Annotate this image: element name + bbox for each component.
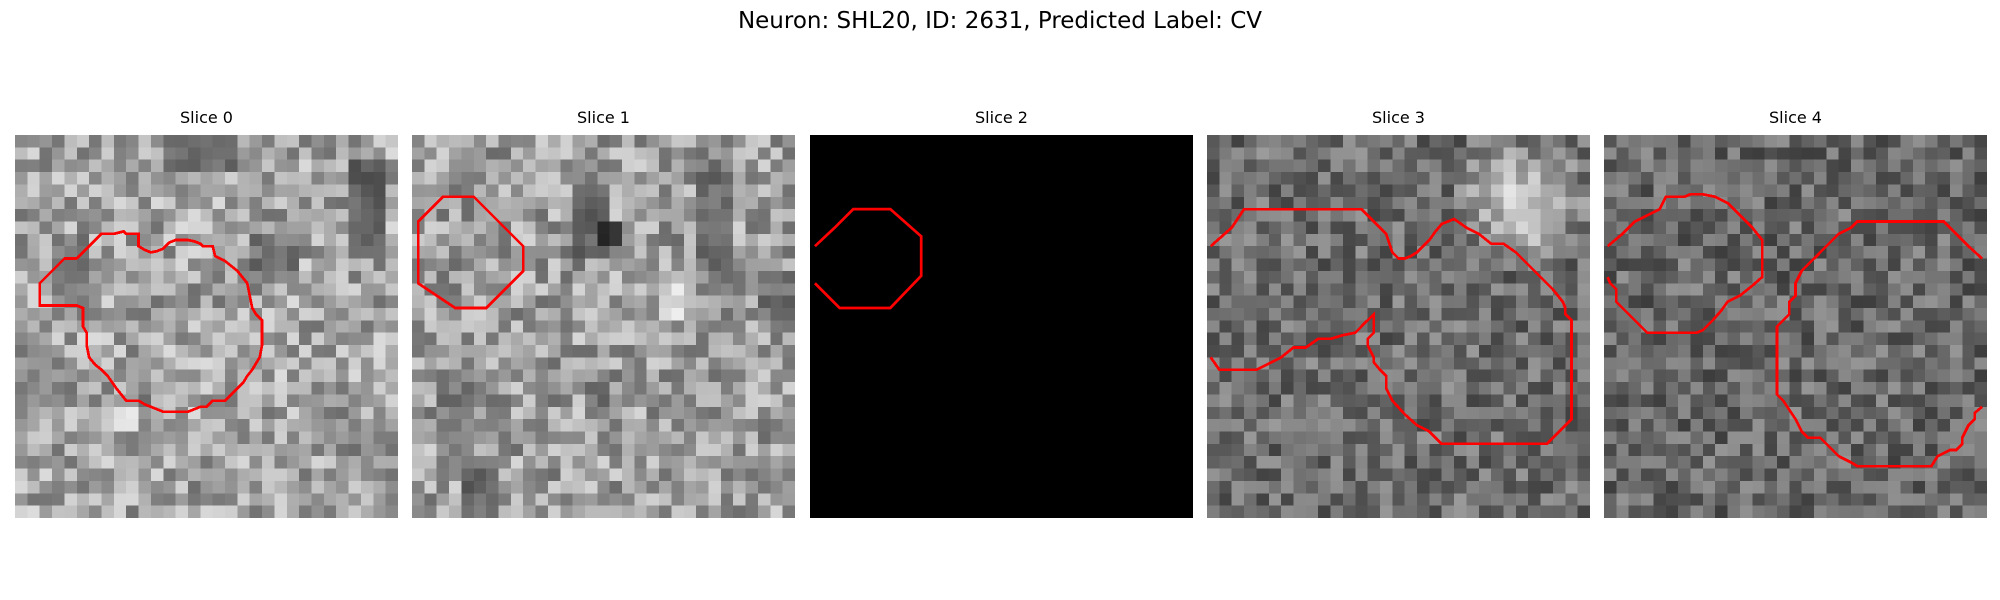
slice-title: Slice 2 xyxy=(810,108,1193,127)
slice-image-2 xyxy=(810,135,1193,518)
slice-panel-1: Slice 1 xyxy=(412,108,795,520)
slice-title: Slice 4 xyxy=(1604,108,1987,127)
slice-image-3 xyxy=(1207,135,1590,518)
pixel-texture xyxy=(15,135,398,518)
pixel-texture xyxy=(1604,135,1987,518)
pixel-texture xyxy=(1207,135,1590,518)
figure-title: Neuron: SHL20, ID: 2631, Predicted Label… xyxy=(0,8,2000,34)
slice-panel-4: Slice 4 xyxy=(1604,108,1987,520)
slice-image-0 xyxy=(15,135,398,518)
slice-image-1 xyxy=(412,135,795,518)
slice-panel-3: Slice 3 xyxy=(1207,108,1590,520)
slice-image-4 xyxy=(1604,135,1987,518)
slice-panel-0: Slice 0 xyxy=(15,108,398,520)
slice-panel-2: Slice 2 xyxy=(810,108,1193,520)
slice-title: Slice 0 xyxy=(15,108,398,127)
slice-title: Slice 1 xyxy=(412,108,795,127)
slice-title: Slice 3 xyxy=(1207,108,1590,127)
